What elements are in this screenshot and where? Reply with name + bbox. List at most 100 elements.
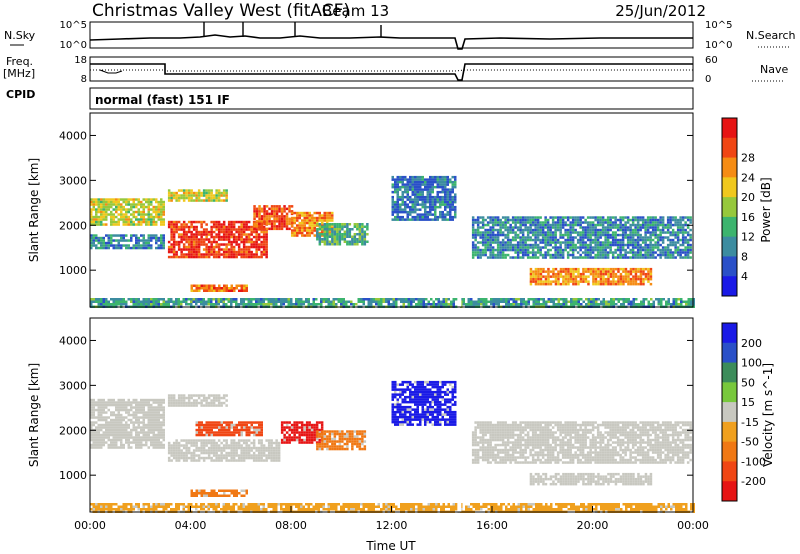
echo-cell — [107, 213, 110, 216]
echo-cell — [162, 210, 165, 214]
echo-cell — [125, 234, 128, 237]
echo-cell — [627, 300, 630, 303]
echo-cell — [619, 282, 623, 286]
echo-cell — [242, 230, 246, 234]
echo-cell — [125, 431, 128, 434]
colorbar-swatch — [722, 118, 737, 139]
echo-cell — [606, 238, 610, 242]
echo-cell — [172, 456, 176, 460]
echo-cell — [577, 272, 580, 276]
echo-cell — [536, 218, 540, 222]
echo-cell — [247, 238, 251, 241]
echo-cell — [479, 253, 482, 257]
echo-cell — [227, 228, 231, 231]
echo-cell — [275, 220, 279, 223]
echo-cell — [589, 226, 592, 229]
echo-cell — [100, 236, 103, 240]
echo-cell — [323, 243, 327, 246]
echo-cell — [431, 200, 434, 204]
echo-cell — [262, 303, 265, 306]
echo-cell — [451, 218, 454, 221]
echo-cell — [237, 243, 241, 246]
echo-cell — [654, 216, 657, 219]
echo-cell — [486, 231, 490, 234]
echo-cell — [402, 298, 405, 301]
echo-cell — [527, 300, 530, 303]
echo-cell — [416, 213, 419, 216]
echo-cell — [601, 216, 605, 219]
echo-cell — [534, 282, 538, 286]
station-title: Christmas Valley West (fitACF) — [92, 1, 350, 21]
echo-cell — [367, 300, 370, 303]
echo-cell — [162, 408, 165, 412]
echo-cell — [589, 233, 592, 237]
echo-cell — [519, 241, 522, 244]
echo-cell — [444, 198, 447, 201]
echo-cell — [328, 225, 332, 228]
echo-cell — [572, 270, 575, 273]
echo-cell — [132, 198, 135, 201]
echo-cell — [486, 248, 490, 252]
echo-cell — [647, 280, 650, 283]
echo-cell — [634, 243, 637, 247]
echo-cell — [671, 228, 675, 232]
echo-cell — [651, 246, 655, 249]
echo-cell — [446, 213, 449, 216]
echo-cell — [516, 228, 520, 232]
echo-cell — [162, 428, 165, 432]
echo-cell — [333, 228, 337, 231]
echo-cell — [619, 246, 622, 249]
echo-cell — [614, 226, 617, 229]
echo-cell — [557, 272, 560, 276]
echo-cell — [476, 251, 480, 254]
echo-cell — [323, 230, 327, 233]
echo-cell — [318, 235, 322, 238]
echo-cell — [235, 253, 238, 256]
echo-cell — [268, 227, 271, 231]
echo-cell — [591, 231, 595, 234]
echo-cell — [240, 451, 243, 455]
echo-cell — [514, 216, 517, 219]
echo-cell — [110, 223, 113, 226]
echo-cell — [356, 240, 359, 243]
echo-cell — [582, 300, 585, 303]
echo-cell — [639, 223, 642, 227]
echo-cell — [90, 218, 93, 221]
echo-cell — [155, 236, 158, 240]
echo-cell — [541, 246, 545, 249]
echo-cell — [529, 270, 533, 273]
echo-cell — [140, 443, 143, 447]
echo-cell — [656, 228, 660, 232]
echo-cell — [280, 303, 283, 306]
echo-cell — [436, 175, 439, 179]
echo-cell — [509, 241, 512, 244]
echo-cell — [100, 239, 103, 242]
echo-cell — [303, 224, 306, 227]
echo-cell — [145, 246, 148, 250]
noise-panel: N.Sky 10^5 10^0 10^5 10^0 N.Search — [4, 20, 796, 51]
echo-cell — [582, 267, 585, 271]
echo-cell — [441, 213, 444, 216]
echo-cell — [396, 200, 399, 204]
echo-cell — [326, 240, 329, 243]
echo-cell — [676, 251, 680, 254]
echo-cell — [606, 221, 610, 224]
echo-cell — [268, 220, 271, 223]
echo-cell — [544, 243, 547, 247]
echo-cell — [195, 194, 198, 197]
echo-cell — [215, 240, 218, 244]
echo-cell — [561, 223, 565, 227]
echo-cell — [674, 218, 677, 222]
echo-cell — [624, 277, 628, 281]
echo-cell — [265, 205, 269, 208]
echo-cell — [504, 218, 507, 222]
echo-cell — [552, 300, 555, 303]
echo-cell — [649, 282, 653, 286]
echo-cell — [521, 216, 525, 219]
echo-cell — [416, 208, 419, 211]
echo-cell — [255, 225, 259, 228]
echo-cell — [316, 233, 319, 236]
echo-cell — [604, 267, 608, 271]
echo-cell — [252, 303, 255, 306]
echo-cell — [661, 253, 665, 257]
